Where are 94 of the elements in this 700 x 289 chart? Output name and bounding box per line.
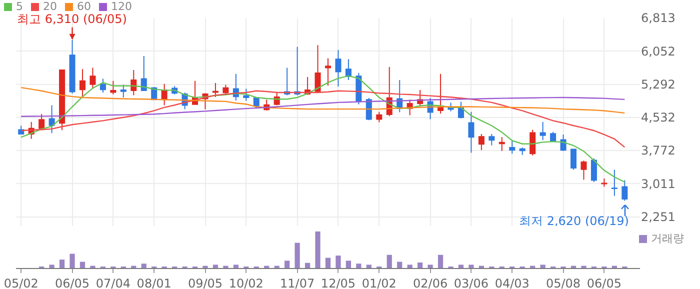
bar bbox=[70, 254, 75, 268]
bar bbox=[346, 260, 352, 268]
x-tick-label: 05/02 bbox=[4, 276, 38, 289]
candlestick bbox=[611, 169, 618, 196]
x-tick-label: 07/04 bbox=[96, 276, 130, 289]
bar bbox=[468, 264, 474, 268]
x-tick-label: 12/05 bbox=[320, 276, 356, 289]
candlestick bbox=[90, 67, 96, 89]
line-series bbox=[20, 96, 626, 117]
y-tick-label: 3,011 bbox=[641, 176, 676, 191]
line-series bbox=[20, 90, 626, 148]
candlestick bbox=[130, 69, 137, 96]
bar bbox=[315, 231, 320, 268]
bar bbox=[458, 264, 464, 268]
x-tick-label: 01/02 bbox=[362, 276, 396, 289]
bar bbox=[233, 264, 238, 268]
bar bbox=[284, 260, 290, 268]
y-tick-label: 5,292 bbox=[641, 77, 676, 92]
candlestick bbox=[458, 101, 464, 119]
candlestick bbox=[488, 134, 495, 146]
candlestick bbox=[550, 131, 556, 142]
bar bbox=[428, 264, 433, 268]
candlestick bbox=[140, 56, 147, 92]
candlestick bbox=[530, 129, 536, 156]
y-tick-label: 6,052 bbox=[641, 44, 676, 58]
x-tick-label: 03/06 bbox=[454, 276, 489, 289]
candlestick bbox=[478, 134, 484, 151]
legend-label: 120 bbox=[111, 0, 132, 13]
candlestick bbox=[243, 88, 250, 102]
bar bbox=[438, 254, 444, 268]
x-tick-label: 09/05 bbox=[188, 276, 223, 289]
annotation: 최고 6,310 (06/05) bbox=[17, 12, 127, 26]
bar bbox=[59, 260, 65, 268]
bar bbox=[366, 264, 372, 268]
bar bbox=[407, 264, 412, 268]
bar bbox=[49, 264, 54, 268]
candlestick bbox=[580, 160, 587, 180]
legend-label: 거래량 bbox=[651, 231, 684, 246]
candlestick bbox=[294, 46, 300, 96]
candlestick bbox=[590, 158, 597, 182]
candlestick bbox=[59, 69, 66, 131]
x-tick-label: 06/05 bbox=[54, 276, 90, 289]
candlestick bbox=[509, 140, 516, 154]
y-tick-label: 3,772 bbox=[641, 144, 676, 158]
candlestick bbox=[622, 180, 628, 202]
legend-label: 60 bbox=[77, 0, 91, 13]
candlestick bbox=[519, 147, 526, 156]
x-tick-label: 06/05 bbox=[586, 276, 622, 289]
candlestick bbox=[48, 104, 55, 134]
candlestick bbox=[38, 114, 45, 131]
y-tick-label: 2,251 bbox=[641, 210, 676, 224]
x-tick-label: 11/07 bbox=[280, 276, 315, 289]
bar bbox=[356, 264, 362, 268]
bar bbox=[397, 262, 402, 268]
candlestick bbox=[212, 82, 218, 98]
candlestick bbox=[601, 178, 608, 188]
candlestick bbox=[540, 121, 546, 141]
x-tick-label: 05/08 bbox=[546, 276, 581, 289]
x-tick-label: 02/06 bbox=[413, 276, 448, 289]
candlestick bbox=[560, 134, 566, 152]
x-tick-label: 04/03 bbox=[494, 276, 530, 289]
candlestick bbox=[110, 80, 116, 95]
candlestick bbox=[120, 84, 126, 98]
candlestick bbox=[498, 136, 505, 152]
candlestick bbox=[438, 73, 444, 114]
candlestick bbox=[314, 44, 321, 94]
candlestick bbox=[345, 58, 352, 81]
legend-label: 5 bbox=[16, 0, 23, 13]
candlestick bbox=[335, 49, 342, 88]
annotation: 최저 2,620 (06/19) bbox=[519, 214, 629, 228]
line-series bbox=[20, 75, 626, 183]
bar bbox=[386, 254, 392, 268]
bar bbox=[325, 258, 331, 268]
bar bbox=[294, 242, 300, 268]
y-tick-label: 4,532 bbox=[641, 110, 676, 125]
bar bbox=[540, 264, 546, 268]
candlestick bbox=[570, 148, 577, 170]
y-tick-label: 6,813 bbox=[641, 11, 676, 26]
x-tick-label: 08/01 bbox=[136, 276, 172, 289]
candlestick bbox=[100, 78, 106, 94]
candlestick bbox=[324, 58, 332, 86]
bar bbox=[141, 264, 146, 268]
candlestick bbox=[376, 111, 382, 123]
line-series bbox=[20, 86, 626, 114]
legend-label: 20 bbox=[43, 0, 57, 13]
bar bbox=[80, 262, 86, 268]
candlestick bbox=[468, 111, 474, 154]
candlestick bbox=[222, 84, 229, 96]
bar bbox=[336, 256, 341, 268]
x-tick-label: 10/02 bbox=[228, 276, 264, 289]
bar bbox=[212, 264, 218, 268]
bar bbox=[304, 262, 310, 268]
bar bbox=[418, 262, 423, 268]
candlestick bbox=[79, 68, 86, 98]
